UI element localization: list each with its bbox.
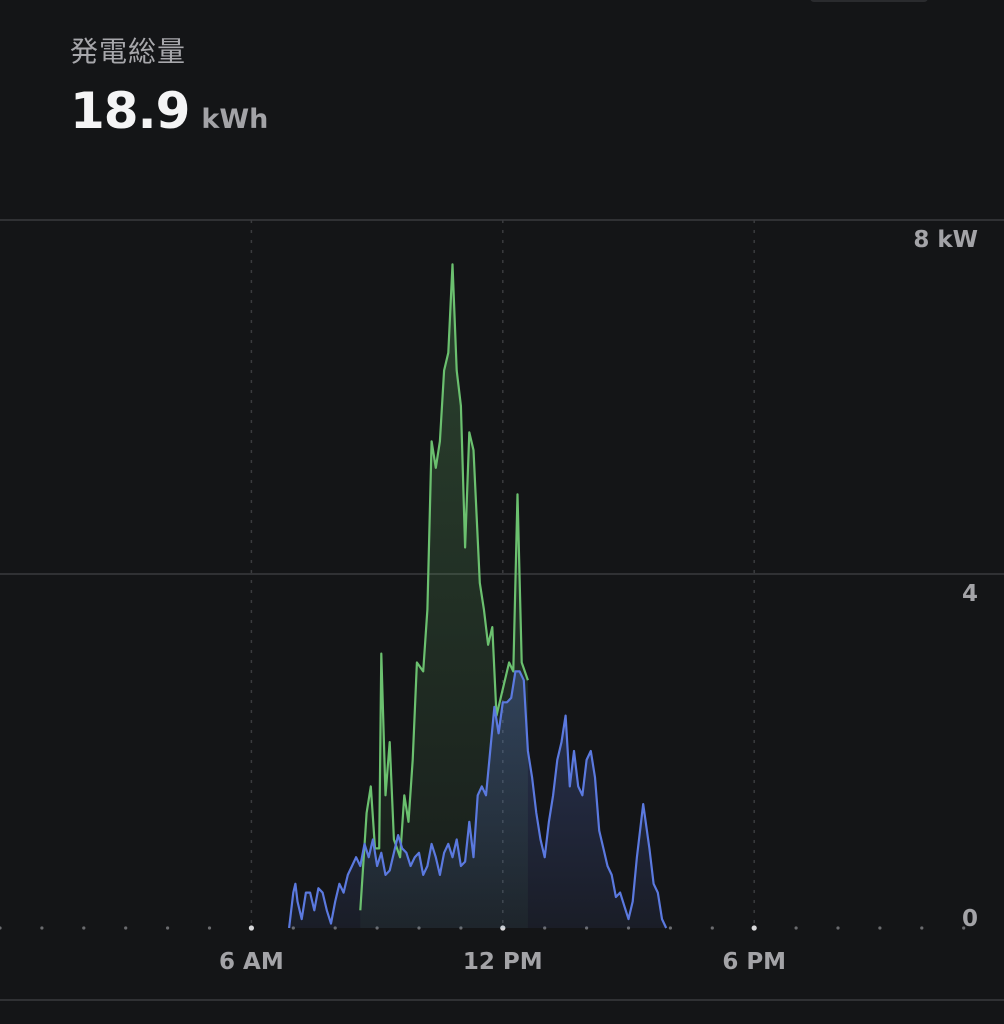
baseline-dot-1 bbox=[40, 926, 44, 930]
y-tick-label-0: 8 kW bbox=[913, 227, 978, 253]
tick-layer: 8 kW 4 0 6 AM 12 PM 6 PM bbox=[219, 227, 978, 975]
baseline-dot-17 bbox=[710, 926, 714, 930]
series-1-line bbox=[288, 670, 668, 929]
baseline-dot-16 bbox=[668, 926, 673, 930]
baseline-dot-19 bbox=[794, 926, 798, 930]
metric-label: 発電総量 bbox=[70, 35, 187, 68]
baseline-dot-3 bbox=[124, 926, 128, 930]
header: 発電総量 18.9 kWh bbox=[70, 30, 268, 140]
series-0-area bbox=[360, 264, 528, 928]
baseline-dot-5 bbox=[207, 926, 212, 930]
top-control-pill[interactable] bbox=[810, 0, 928, 2]
x-tick-label-2: 6 PM bbox=[722, 949, 786, 975]
baseline-dot-20 bbox=[836, 926, 840, 930]
baseline-dot-4 bbox=[166, 926, 170, 930]
y-tick-label-1: 4 bbox=[962, 581, 978, 607]
metric-unit: kWh bbox=[201, 104, 269, 135]
baseline-dot-22 bbox=[920, 926, 924, 930]
series-0-line bbox=[359, 263, 529, 911]
metric-value: 18.9 bbox=[70, 82, 190, 140]
metric-row: 18.9 kWh bbox=[70, 82, 268, 140]
baseline-dot-23 bbox=[962, 926, 966, 930]
x-tick-label-0: 6 AM bbox=[219, 949, 284, 975]
baseline-dot-21 bbox=[878, 926, 882, 930]
baseline-dot-6 bbox=[248, 925, 254, 931]
baseline-dot-0 bbox=[0, 926, 2, 930]
series-layer bbox=[288, 263, 668, 929]
baseline-dot-18 bbox=[751, 925, 757, 931]
baseline-dot-2 bbox=[82, 926, 86, 930]
x-tick-label-1: 12 PM bbox=[463, 949, 543, 975]
y-tick-label-2: 0 bbox=[962, 906, 978, 932]
